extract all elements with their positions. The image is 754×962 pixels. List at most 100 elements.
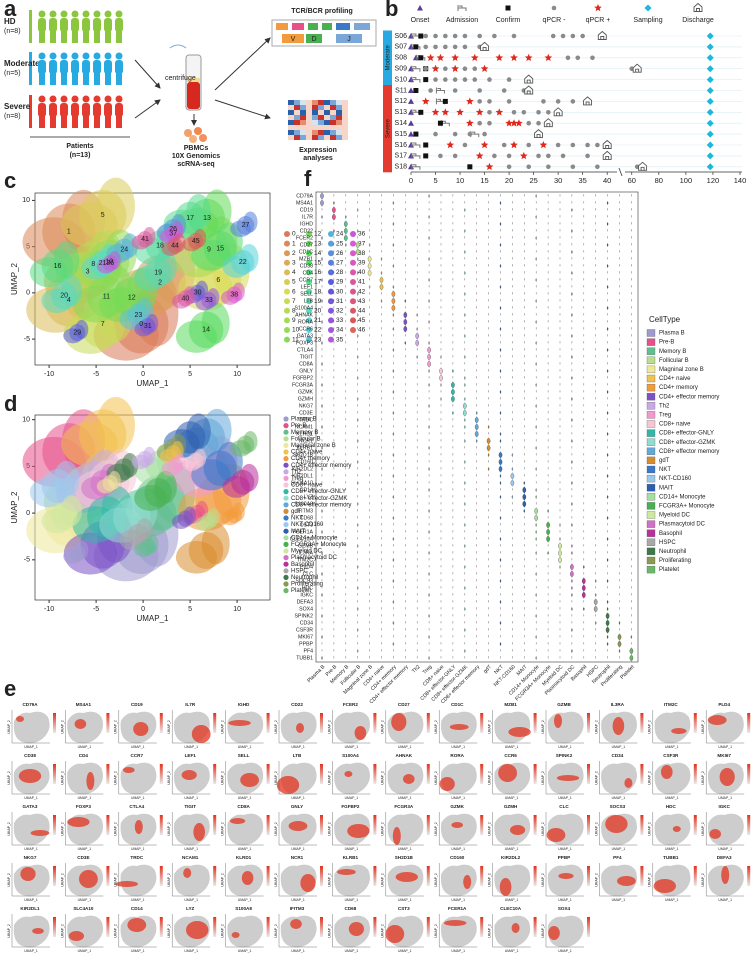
legend-label: 42 xyxy=(358,288,366,295)
legend-label: 32 xyxy=(336,308,344,315)
violin xyxy=(606,607,609,611)
discharge-marker xyxy=(543,118,553,128)
person-icon xyxy=(104,103,112,117)
violin xyxy=(428,320,430,324)
gene-title: CD38 xyxy=(24,753,36,758)
violin xyxy=(606,516,609,520)
violin xyxy=(321,299,323,303)
cell-cloud xyxy=(96,397,136,454)
legend-swatch xyxy=(306,250,312,257)
mini-axis-title: UMAP_2 xyxy=(167,822,171,836)
y-tick-label: SPINK2 xyxy=(295,613,314,619)
color-bar xyxy=(53,866,56,886)
violin xyxy=(523,481,526,485)
violin xyxy=(462,402,467,410)
qpcr-negative-marker xyxy=(467,131,473,137)
legend-swatch xyxy=(283,449,289,455)
mini-axis-title: UMAP_2 xyxy=(167,720,171,734)
legend-label: 41 xyxy=(358,279,366,286)
person-icon xyxy=(115,18,123,32)
color-bar xyxy=(373,764,377,784)
expression-area xyxy=(133,722,149,736)
x-tick-label: 25 xyxy=(529,176,537,185)
violin xyxy=(320,192,324,200)
color-bar xyxy=(480,764,484,784)
violin xyxy=(474,423,479,431)
violin xyxy=(404,299,407,303)
person-icon xyxy=(82,60,90,74)
mini-axis-title: UMAP_2 xyxy=(434,924,438,938)
qpcr-negative-marker xyxy=(541,99,546,104)
cell-cloud xyxy=(143,227,156,246)
violin xyxy=(464,586,466,590)
qpcr-negative-marker xyxy=(526,120,532,126)
expression-area xyxy=(449,724,469,730)
qpcr-negative-marker xyxy=(506,164,512,170)
legend-swatch xyxy=(283,548,289,554)
violin xyxy=(392,285,395,289)
violin xyxy=(546,521,550,529)
gene-title: GZMK xyxy=(450,804,464,809)
violin xyxy=(392,222,395,226)
color-bar xyxy=(373,917,377,937)
discharge-marker xyxy=(632,63,642,73)
legend-swatch xyxy=(283,489,289,495)
expression-area xyxy=(509,825,526,835)
violin xyxy=(356,439,359,443)
discharge-marker xyxy=(524,74,534,84)
heat-cell xyxy=(342,125,348,130)
legend-swatch xyxy=(328,317,334,324)
group-label: Severe xyxy=(386,118,392,138)
person-icon xyxy=(104,60,112,74)
confirm-marker xyxy=(423,142,429,148)
person-icon xyxy=(83,73,89,85)
legend-label: 12 xyxy=(314,231,322,238)
violin xyxy=(343,220,348,228)
violin xyxy=(571,250,573,254)
color-bar xyxy=(587,815,590,835)
person-icon xyxy=(116,73,122,85)
violin xyxy=(499,264,502,268)
legend-label: CD8+ naive xyxy=(659,422,691,428)
violin xyxy=(547,509,549,513)
mini-axis-title: UMAP_2 xyxy=(220,822,224,836)
gene-title: AHNAK xyxy=(396,753,413,758)
y-axis-title: UMAP_2 xyxy=(10,262,19,295)
color-bar xyxy=(426,815,430,835)
heat-cell xyxy=(288,130,294,135)
mini-axis-title: UMAP_1 xyxy=(665,898,679,902)
annotation: scRNA-seq xyxy=(177,161,214,168)
gene-title: SH2D1B xyxy=(395,855,414,860)
y-tick-label: IL7R xyxy=(302,214,313,220)
violin xyxy=(428,551,430,555)
mini-axis-title: UMAP_1 xyxy=(24,745,38,749)
legend-swatch xyxy=(328,327,334,333)
y-tick-label: GNLY xyxy=(299,368,313,374)
legend-label: 10 xyxy=(292,327,300,334)
legend-label: Proliferating xyxy=(291,582,323,588)
y-tick-label: CD160 xyxy=(297,459,313,465)
heat-cell xyxy=(324,125,330,130)
confirm-marker xyxy=(413,88,419,93)
violin xyxy=(499,285,502,289)
color-bar xyxy=(533,815,537,835)
color-bar xyxy=(106,713,110,733)
mini-axis-title: UMAP_2 xyxy=(167,873,171,887)
violin xyxy=(392,390,395,394)
person-icon xyxy=(93,10,101,18)
cluster-label: 41 xyxy=(141,236,149,243)
qpcr-negative-marker xyxy=(438,153,443,159)
heat-cell xyxy=(294,125,300,130)
violin xyxy=(606,285,609,289)
y-tick-label: MKI67 xyxy=(298,634,313,640)
legend-swatch xyxy=(283,561,289,567)
mini-axis-title: UMAP_2 xyxy=(648,771,652,785)
y-tick-label: CSF3R xyxy=(296,627,313,633)
violin xyxy=(321,593,323,597)
violin xyxy=(451,381,455,389)
qpcr-positive-marker xyxy=(475,108,484,116)
legend-swatch xyxy=(646,420,656,428)
color-bar xyxy=(320,764,323,784)
gene-title: CD8A xyxy=(237,804,250,809)
violin xyxy=(321,425,323,429)
